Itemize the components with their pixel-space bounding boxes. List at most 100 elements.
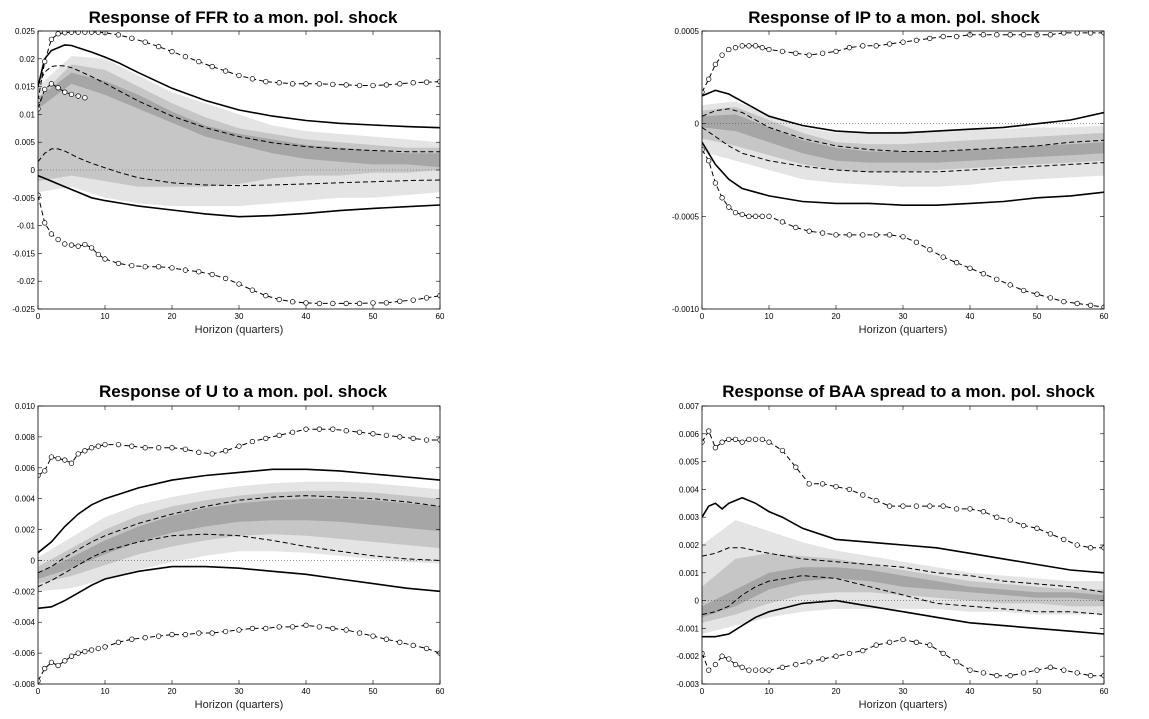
y-tick-label: 0.006	[679, 430, 700, 439]
series-marker	[68, 460, 75, 466]
series-marker	[42, 220, 48, 226]
series-marker	[779, 219, 786, 225]
x-tick-label: 50	[369, 312, 378, 321]
series-marker	[739, 439, 745, 445]
y-tick-label: -0.001	[676, 624, 699, 633]
series-marker	[303, 426, 309, 432]
series-marker	[806, 52, 812, 58]
series-marker	[759, 667, 765, 673]
y-tick-label: 0.006	[15, 464, 36, 473]
series-marker	[967, 667, 973, 673]
series-marker	[182, 53, 189, 60]
y-tick-label: 0.01	[19, 110, 35, 119]
x-tick-label: 20	[168, 687, 177, 696]
series-marker	[356, 429, 363, 435]
series-marker	[913, 503, 920, 509]
y-tick-label: 0.004	[679, 485, 700, 494]
series-marker	[994, 514, 1000, 520]
series-marker	[182, 446, 189, 452]
series-marker	[846, 232, 853, 238]
series-marker	[289, 299, 296, 305]
series-marker	[1047, 664, 1054, 670]
series-marker	[75, 451, 81, 457]
series-marker	[739, 211, 745, 218]
series-marker	[739, 43, 745, 49]
series-marker	[927, 503, 933, 509]
chart-title: Response of BAA spread to a mon. pol. sh…	[722, 382, 1095, 401]
series-line-0	[702, 89, 1104, 134]
series-marker	[55, 455, 61, 462]
series-marker	[75, 93, 81, 99]
series-marker	[370, 300, 376, 306]
series-marker	[42, 58, 48, 65]
series-marker	[42, 468, 48, 474]
y-tick-label: -0.004	[12, 618, 35, 627]
series-marker	[437, 437, 440, 443]
series-marker	[88, 647, 95, 653]
series-marker	[819, 481, 826, 487]
series-marker	[846, 650, 853, 657]
series-marker	[719, 195, 725, 201]
series-marker	[410, 297, 416, 303]
series-marker	[82, 241, 88, 248]
series-marker	[980, 508, 987, 515]
series-marker	[88, 31, 95, 35]
series-marker	[209, 63, 215, 70]
series-marker	[410, 435, 416, 442]
series-marker	[1020, 522, 1027, 529]
series-marker	[752, 43, 759, 49]
series-marker	[953, 506, 960, 512]
series-marker	[994, 673, 1000, 679]
y-tick-label: 0.007	[679, 402, 700, 411]
band-2	[702, 567, 1104, 618]
y-tick-label: -0.008	[12, 680, 35, 689]
series-marker	[927, 642, 933, 648]
chart-title: Response of IP to a mon. pol. shock	[748, 8, 1040, 27]
series-marker	[833, 653, 839, 659]
series-marker	[860, 492, 866, 498]
chart-svg: 0 10 20 30 40 50 60 -0.003 -0.002 -0.001 0 0.001 0.0…	[676, 402, 1109, 711]
band-2	[702, 114, 1104, 163]
series-marker	[1047, 531, 1054, 537]
series-marker	[766, 213, 772, 219]
series-marker	[846, 45, 853, 51]
series-marker	[746, 213, 752, 219]
series-marker	[860, 43, 866, 49]
series-marker	[115, 441, 122, 448]
series-marker	[1087, 545, 1094, 551]
series-marker	[746, 43, 752, 49]
series-line-3	[38, 148, 440, 187]
series-marker	[196, 58, 202, 65]
series-marker	[994, 32, 1000, 38]
series-marker	[793, 224, 799, 231]
series-marker	[276, 624, 282, 630]
y-tick-label: -0.025	[12, 305, 35, 314]
series-marker	[343, 82, 349, 88]
series-marker	[289, 429, 296, 435]
series-line-2	[702, 547, 1104, 593]
series-marker	[155, 264, 162, 270]
series-marker	[356, 300, 363, 307]
y-tick-label: 0	[31, 166, 36, 175]
series-marker	[155, 43, 162, 50]
y-tick-label: 0	[695, 597, 700, 606]
series-marker	[732, 661, 739, 668]
series-marker	[900, 636, 906, 643]
series-marker	[95, 251, 101, 258]
x-axis-label: Horizon (quarters)	[859, 699, 948, 711]
series-marker	[383, 432, 390, 438]
series-marker	[55, 662, 61, 669]
series-marker	[913, 239, 920, 245]
x-tick-label: 40	[302, 687, 311, 696]
series-marker	[410, 642, 416, 649]
series-marker	[249, 76, 256, 82]
series-marker	[330, 426, 336, 432]
series-marker	[806, 659, 812, 665]
series-marker	[719, 52, 725, 58]
series-marker	[1007, 517, 1013, 523]
series-marker	[330, 625, 336, 632]
series-line-6	[38, 194, 440, 304]
series-marker	[276, 296, 282, 303]
x-tick-label: 20	[832, 687, 841, 696]
series-marker	[88, 445, 95, 451]
